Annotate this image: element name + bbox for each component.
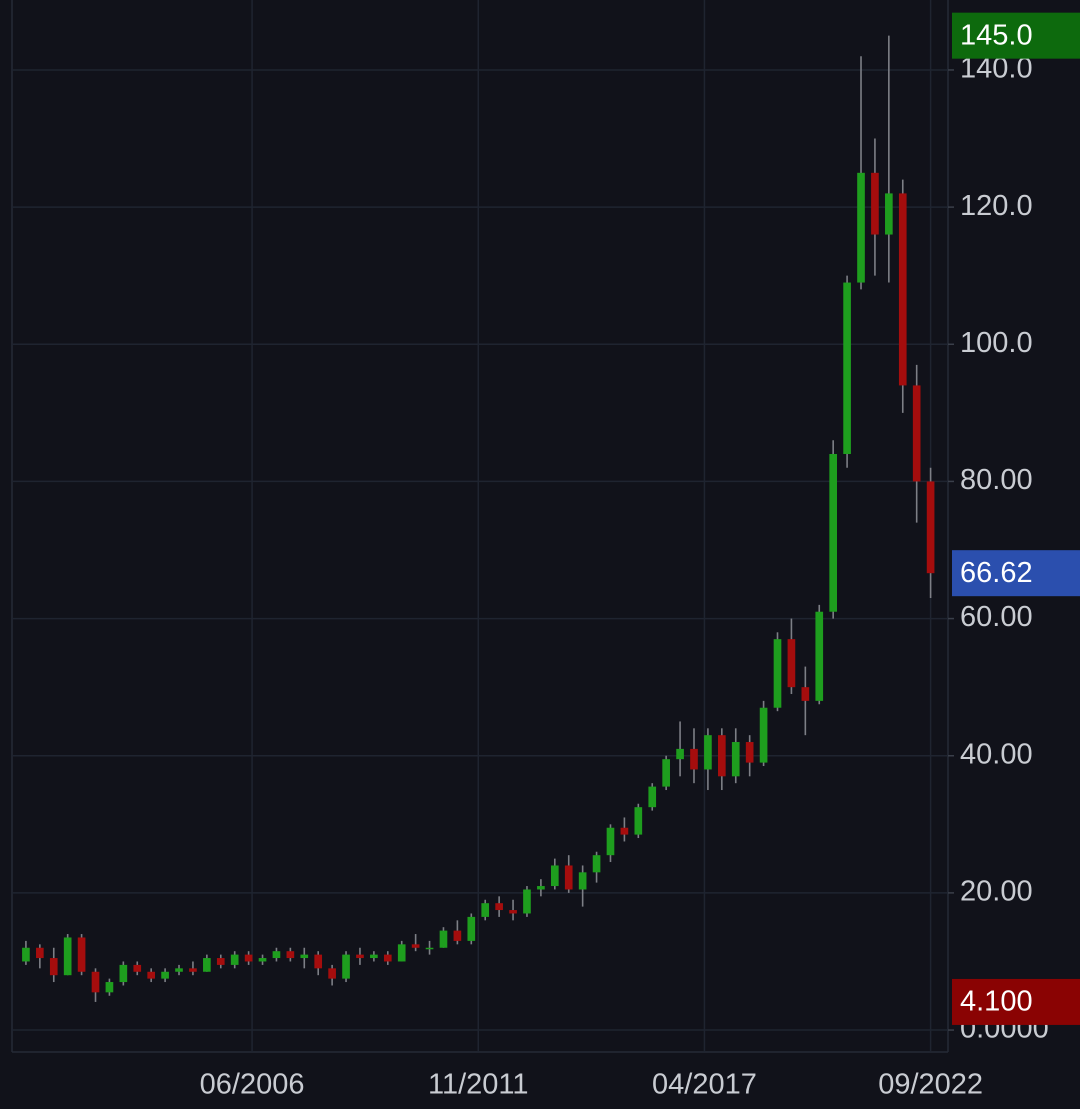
- candle-body: [704, 735, 712, 770]
- candle-body: [175, 968, 183, 972]
- candle-body: [801, 687, 810, 701]
- candle-body: [147, 971, 156, 979]
- candle-body: [383, 954, 392, 962]
- candle-body: [286, 951, 295, 959]
- price-badge: [952, 12, 1080, 59]
- candle-body: [620, 827, 629, 835]
- candle-body: [453, 930, 462, 941]
- candle-body: [537, 886, 545, 890]
- candle-body: [356, 954, 364, 959]
- candle-body: [244, 954, 253, 962]
- candle-body: [745, 742, 754, 763]
- candle-body: [439, 930, 448, 948]
- candle-body: [216, 958, 225, 965]
- candle-body: [718, 735, 726, 777]
- candle-body: [606, 827, 615, 856]
- candle-body: [773, 639, 782, 708]
- candle-body: [119, 964, 128, 983]
- candle-body: [509, 910, 517, 914]
- candle-body: [912, 385, 921, 482]
- candle-body: [342, 954, 350, 979]
- candle-body: [370, 954, 378, 959]
- candle-body: [731, 742, 740, 777]
- candle-body: [815, 611, 824, 701]
- candle-body: [634, 807, 643, 835]
- candle-body: [495, 903, 503, 911]
- price-badge: [952, 978, 1080, 1025]
- price-badge-label: 145.0: [960, 19, 1033, 51]
- candle-body: [843, 282, 851, 454]
- candle-body: [564, 865, 573, 890]
- candle-body: [22, 947, 30, 962]
- candle-body: [411, 944, 420, 948]
- candle-body: [36, 947, 44, 959]
- x-tick-label: 11/2011: [428, 1069, 529, 1101]
- price-badge-label: 66.62: [960, 557, 1033, 589]
- candle-body: [300, 954, 309, 959]
- candle-body: [926, 481, 935, 574]
- candle-body: [898, 193, 907, 386]
- candle-body: [550, 865, 559, 887]
- y-tick-label: 80.00: [960, 464, 1033, 496]
- candle-body: [690, 748, 698, 770]
- y-tick-label: 120.0: [960, 190, 1033, 222]
- candle-body: [857, 172, 865, 283]
- price-badge: [952, 550, 1080, 597]
- candle-body: [759, 707, 768, 763]
- candle-body: [230, 954, 239, 965]
- candle-body: [787, 639, 796, 688]
- candle-body: [161, 971, 169, 979]
- candle-body: [91, 971, 100, 993]
- x-tick-label: 09/2022: [878, 1069, 983, 1101]
- candle-body: [829, 453, 838, 612]
- candle-body: [481, 903, 490, 917]
- candle-body: [105, 982, 114, 993]
- candle-body: [203, 958, 211, 972]
- candle-body: [467, 916, 476, 941]
- candle-body: [189, 968, 197, 972]
- candle-body: [885, 193, 893, 235]
- candle-body: [592, 855, 601, 873]
- y-tick-label: 40.00: [960, 738, 1033, 770]
- candle-body: [578, 872, 587, 890]
- y-tick-label: 20.00: [960, 876, 1033, 908]
- y-tick-label: 100.0: [960, 327, 1033, 359]
- candle-body: [648, 786, 657, 808]
- y-tick-label: 60.00: [960, 601, 1033, 633]
- price-badge-label: 4.100: [960, 986, 1033, 1018]
- x-tick-label: 04/2017: [652, 1069, 757, 1101]
- candle-body: [425, 947, 434, 950]
- x-tick-label: 06/2006: [200, 1069, 305, 1101]
- candle-body: [314, 954, 323, 969]
- candle-body: [328, 968, 336, 979]
- candle-body: [662, 759, 670, 787]
- candle-body: [272, 951, 281, 959]
- candle-body: [77, 937, 86, 972]
- candle-body: [871, 172, 879, 235]
- candle-body: [397, 944, 406, 962]
- candle-body: [523, 889, 531, 914]
- candle-body: [258, 958, 267, 962]
- candle-body: [49, 958, 58, 976]
- candle-body: [133, 964, 142, 972]
- candle-body: [63, 937, 72, 976]
- candle-body: [676, 748, 684, 760]
